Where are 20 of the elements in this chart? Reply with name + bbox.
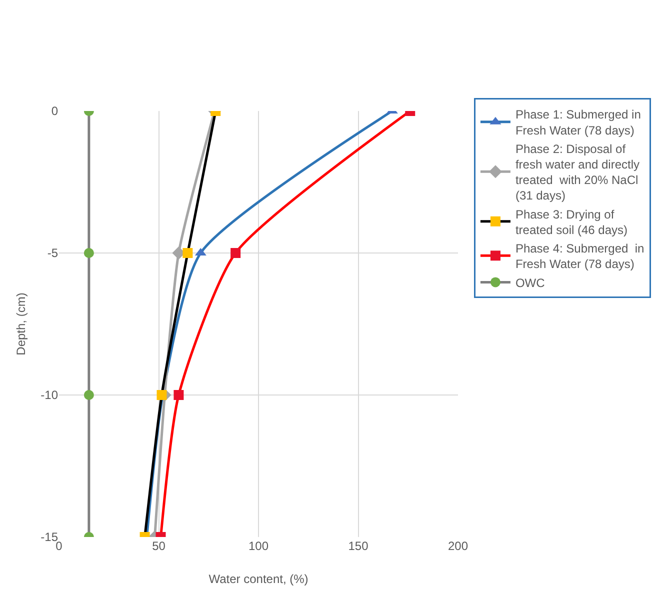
x-tick-label: 150 [348, 539, 369, 553]
y-tick-label: 0 [51, 104, 58, 118]
point [230, 248, 241, 258]
point [182, 248, 193, 258]
point [84, 390, 94, 400]
legend-label: OWC [515, 276, 546, 290]
point [84, 248, 94, 258]
legend-label: Phase 4: Submerged in Fresh Water (78 days) [515, 242, 644, 272]
x-tick-label: 50 [152, 539, 166, 553]
x-tick-label: 200 [448, 539, 468, 553]
y-axis-title: Depth, (cm) [14, 292, 28, 356]
x-axis-title: Water content, (%) [208, 572, 308, 586]
legend-label: Phase 2: Disposal of fresh water and directly treated with 20% NaCl (31 days) [515, 142, 640, 203]
y-tick-label: -10 [40, 388, 58, 402]
legend-label: Phase 3: Drying of treated soil (46 days) [515, 207, 628, 237]
point [156, 390, 167, 400]
legend-label: Phase 1: Submerged in Fresh Water (78 days) [515, 108, 641, 138]
y-tick-label: -5 [47, 246, 58, 260]
x-tick-label: 100 [248, 539, 269, 553]
point [174, 390, 184, 400]
